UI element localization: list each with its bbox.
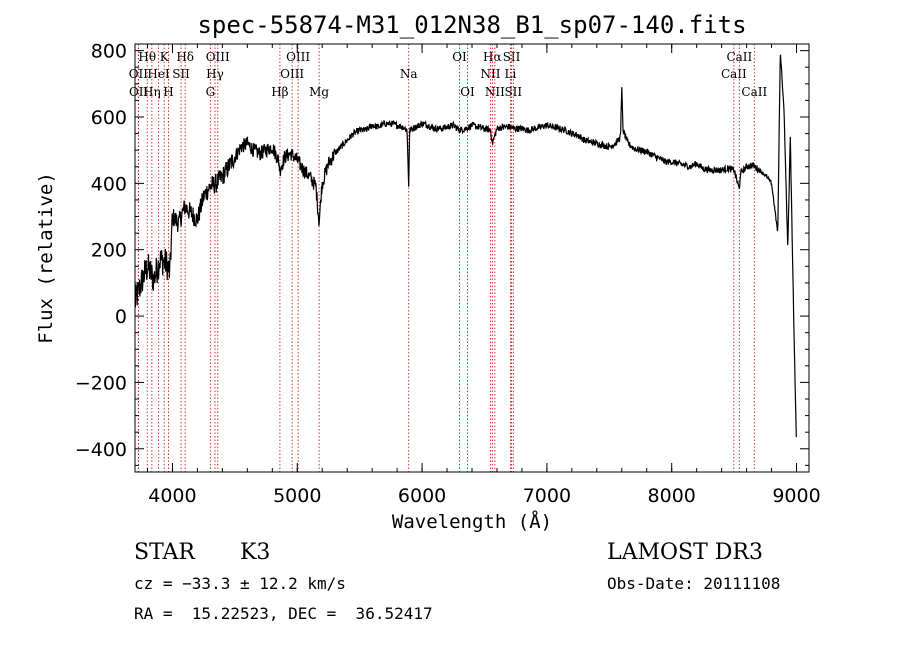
line-marker-label: SII: [504, 85, 522, 99]
y-axis-ticks: −400 −200 0 200 400 600 800: [75, 41, 809, 466]
line-marker-label: OIII: [280, 67, 304, 81]
line-marker-label: CaII: [721, 67, 747, 81]
line-marker-label: Hγ: [206, 67, 224, 81]
chart-title: spec-55874-M31_012N38_B1_sp07-140.fits: [197, 11, 746, 39]
y-tick-label: 0: [115, 306, 127, 328]
obs-date: Obs-Date: 20111108: [607, 574, 781, 593]
y-tick-label: −400: [75, 439, 127, 461]
y-tick-label: 400: [91, 173, 127, 195]
x-tick-label: 6000: [398, 485, 446, 507]
line-marker-label: OIII: [206, 50, 230, 64]
y-tick-label: 200: [91, 240, 127, 262]
line-marker-label: OI: [460, 85, 475, 99]
line-marker-label: CaII: [741, 85, 767, 99]
line-marker-label: Hα: [483, 50, 502, 64]
line-marker-label: Hβ: [271, 85, 288, 99]
survey-label: LAMOST DR3: [607, 540, 763, 565]
coordinates: RA = 15.22523, DEC = 36.52417: [134, 604, 433, 623]
x-tick-label: 9000: [772, 485, 820, 507]
line-marker-label: Mg: [309, 85, 329, 99]
x-tick-label: 5000: [273, 485, 321, 507]
spectrum-line: [134, 54, 797, 438]
line-marker-label: NII: [485, 85, 505, 99]
line-marker-label: OII: [129, 85, 149, 99]
line-marker-label: Na: [400, 67, 418, 81]
x-tick-label: 8000: [648, 485, 696, 507]
line-marker-label: K: [160, 50, 170, 64]
line-marker-label: G: [206, 85, 216, 99]
line-marker-label: Hθ: [138, 50, 156, 64]
redshift-cz: cz = −33.3 ± 12.2 km/s: [134, 574, 346, 593]
line-marker-label: OI: [452, 50, 467, 64]
plot-frame: [134, 43, 810, 473]
line-marker-label: OII: [129, 67, 149, 81]
line-marker-label: CaII: [726, 50, 752, 64]
line-marker-label: H: [163, 85, 173, 99]
y-tick-label: 800: [91, 41, 127, 63]
subclass-label: K3: [240, 540, 271, 565]
line-marker-label: Hδ: [176, 50, 194, 64]
x-axis-ticks: 4000 5000 6000 7000 8000 9000: [146, 44, 821, 507]
class-label: STAR: [134, 540, 195, 565]
line-marker-label: Hη: [143, 85, 161, 99]
line-marker-label: Li: [505, 67, 517, 81]
y-tick-label: 600: [91, 107, 127, 129]
line-marker-label: SII: [503, 50, 521, 64]
x-tick-label: 7000: [523, 485, 571, 507]
line-marker-label: OIII: [286, 50, 310, 64]
x-tick-label: 4000: [148, 485, 196, 507]
x-axis-label: Wavelength (Å): [392, 510, 552, 533]
line-marker-label: SII: [172, 67, 190, 81]
line-marker-label: NII: [480, 67, 500, 81]
line-marker-label: HeI: [147, 67, 170, 81]
y-axis-label: Flux (relative): [35, 172, 57, 344]
y-tick-label: −200: [75, 372, 127, 394]
